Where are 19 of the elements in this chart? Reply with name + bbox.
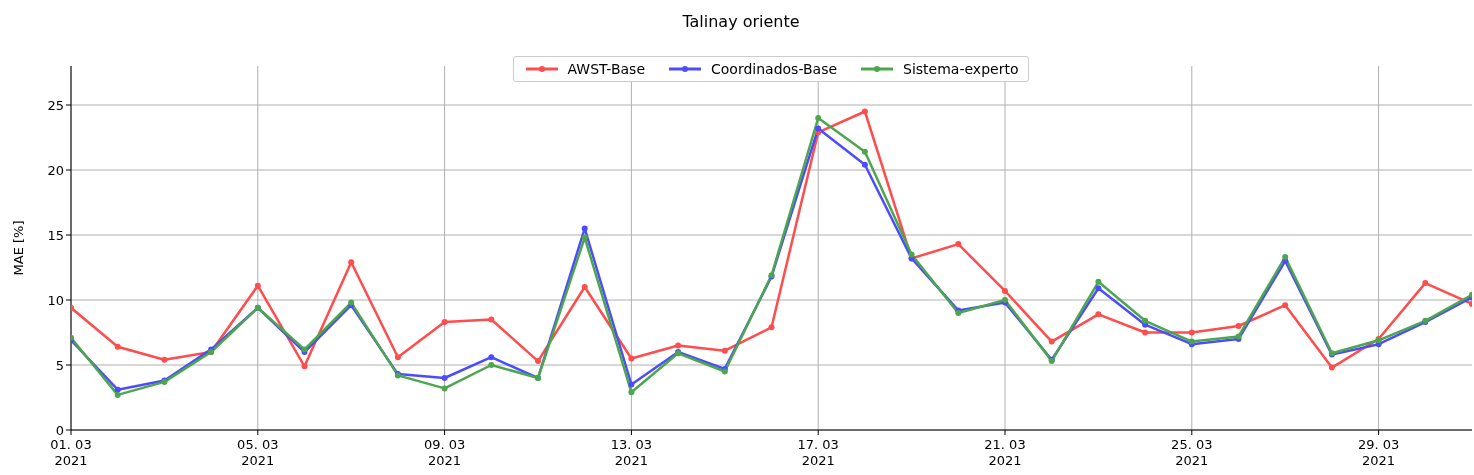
x-tick-label: 05. 03 2021 [237, 437, 279, 468]
y-axis-title: MAE [%] [10, 220, 26, 276]
y-tick-label: 25 [47, 97, 64, 113]
x-tick-label: 25. 03 2021 [1171, 437, 1213, 468]
y-tick-label: 20 [47, 162, 64, 178]
legend-label: AWST-Base [567, 61, 645, 77]
y-tick-label: 0 [55, 422, 64, 438]
y-tick-label: 10 [47, 292, 64, 308]
x-tick-label: 29. 03 2021 [1357, 437, 1400, 468]
legend-label: Sistema-experto [903, 61, 1019, 77]
x-tick-label: 21. 03 2021 [984, 437, 1026, 468]
x-tick-label: 09. 03 2021 [423, 437, 466, 468]
x-tick-label: 17. 03 2021 [797, 437, 839, 468]
legend-label: Coordinados-Base [711, 61, 838, 77]
y-tick-label: 5 [55, 357, 64, 373]
x-tick-label: 13. 03 2021 [610, 437, 653, 468]
x-tick-label: 01. 03 2021 [50, 437, 92, 468]
chart-title: Talinay oriente [681, 11, 801, 33]
y-tick-label: 15 [47, 227, 64, 243]
